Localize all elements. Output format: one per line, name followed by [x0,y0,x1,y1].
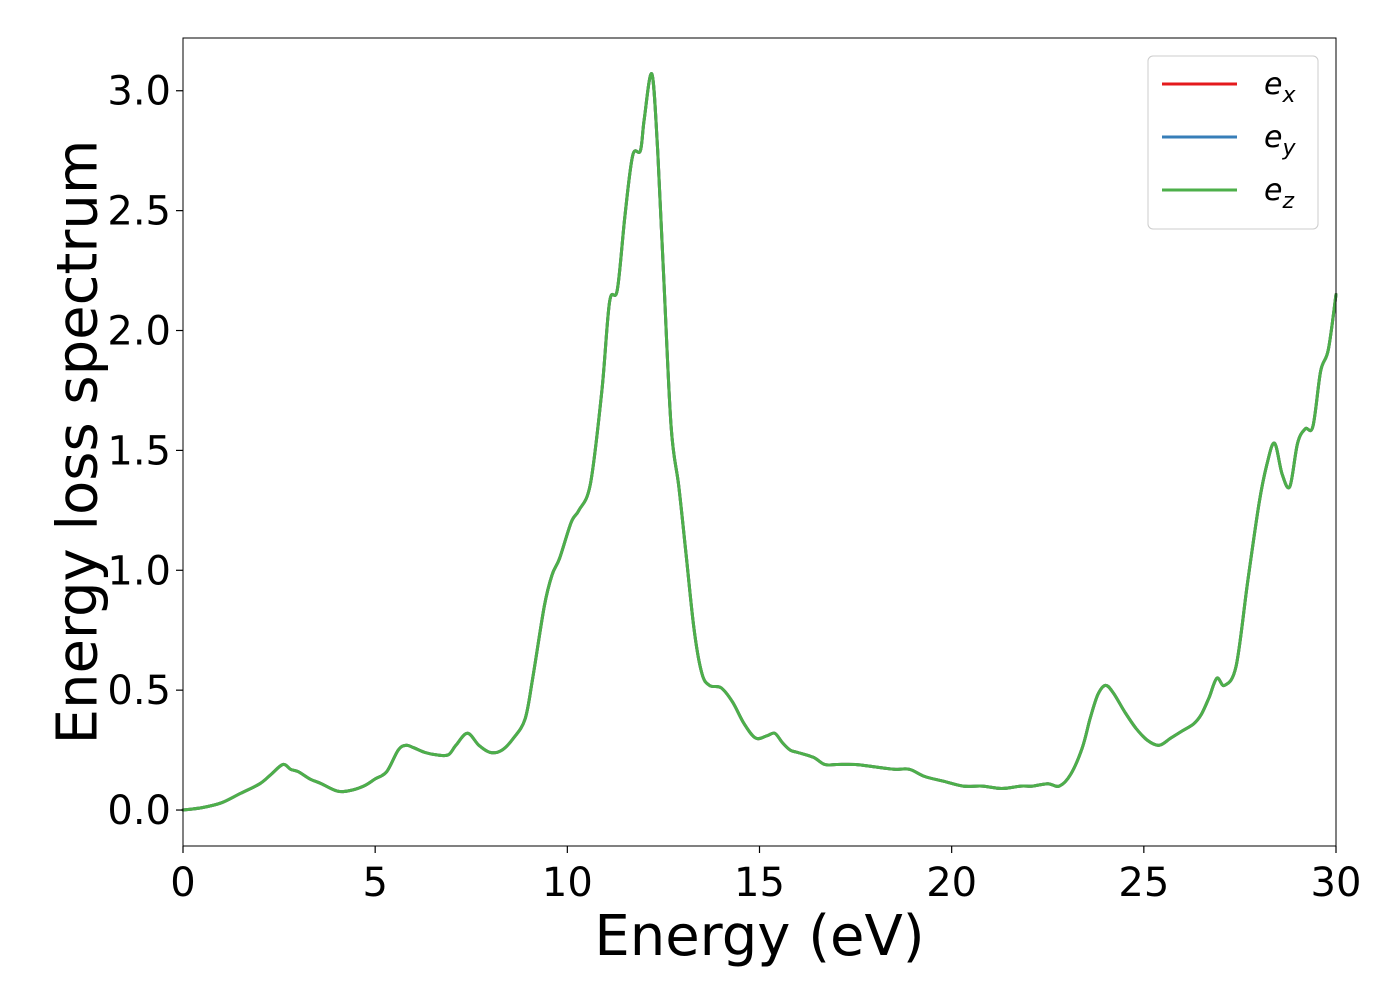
legend-label: ex [1264,67,1296,108]
x-tick-label: 25 [1118,860,1169,906]
x-tick-label: 0 [170,860,195,906]
plot-lines [181,72,1338,812]
x-tick-label: 5 [362,860,387,906]
y-tick-label: 0.0 [107,788,171,834]
y-tick-label: 2.5 [107,189,171,235]
y-tick-label: 2.0 [107,309,171,355]
y-tick-label: 0.5 [107,668,171,714]
x-tick-label: 20 [926,860,977,906]
x-tick-label: 15 [734,860,785,906]
x-axis-title: Energy (eV) [594,904,924,969]
legend-box [1147,55,1319,230]
legend-label: ey [1264,120,1296,161]
x-axis-ticks: 0 5 10 15 20 25 30 [170,846,1361,906]
y-tick-label: 1.0 [107,548,171,594]
x-tick-label: 10 [542,860,593,906]
x-tick-label: 30 [1311,860,1362,906]
y-tick-label: 3.0 [107,69,171,115]
y-axis-title: Energy loss spectrum [46,140,111,745]
legend: ex ey ez [1147,55,1319,230]
legend-label: ez [1264,173,1294,214]
series-line-e-z [181,72,1338,812]
y-axis-ticks: 0.0 0.5 1.0 1.5 2.0 2.5 3.0 [107,69,183,834]
y-tick-label: 1.5 [107,428,171,474]
